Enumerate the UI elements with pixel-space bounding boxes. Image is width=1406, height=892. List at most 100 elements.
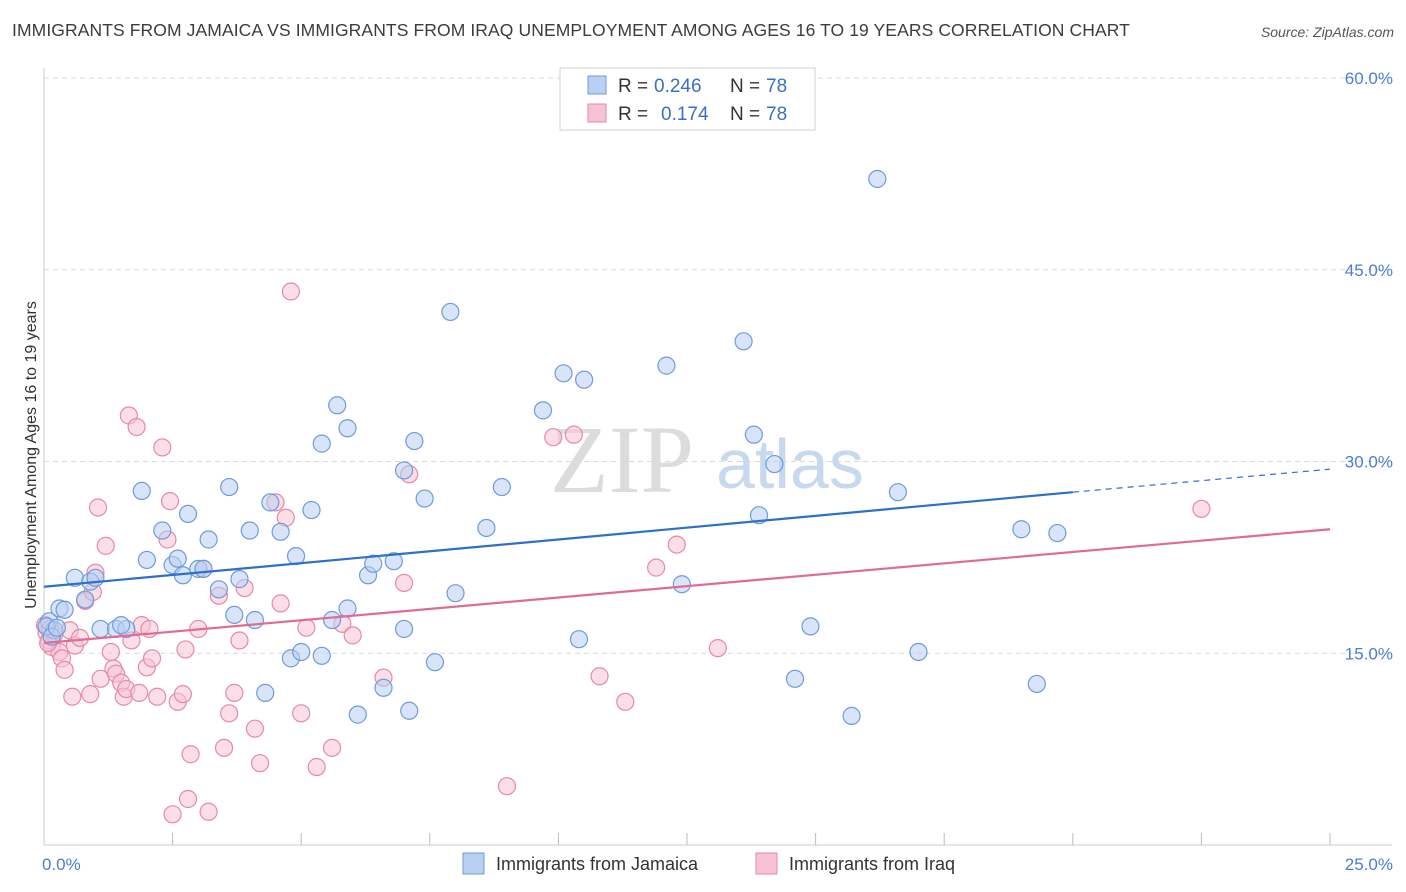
- iraq-point-38: [173, 685, 192, 704]
- trend-lines: [43, 468, 1331, 645]
- jamaica-point-11: [132, 481, 151, 501]
- jamaica-point-15: [168, 549, 187, 568]
- jamaica-point-22: [220, 477, 239, 497]
- legend-r-label-jamaica: R =: [618, 76, 648, 97]
- jamaica-point-17: [178, 504, 198, 524]
- jamaica-point-55: [533, 401, 553, 420]
- jamaica-point-33: [302, 500, 321, 520]
- bottom-legend-label-iraq: Immigrants from Iraq: [789, 854, 955, 874]
- jamaica-point-60: [672, 575, 691, 594]
- bottom-legend-label-jamaica: Immigrants from Jamaica: [496, 854, 699, 874]
- jamaica-point-46: [394, 619, 414, 639]
- jamaica-point-21: [209, 580, 228, 599]
- jamaica-point-65: [785, 669, 805, 688]
- iraq-point-44: [199, 802, 218, 821]
- iraq-trend-line: [43, 528, 1331, 645]
- iraq-point-66: [497, 777, 517, 796]
- jamaica-point-24: [230, 570, 249, 589]
- iraq-point-27: [130, 683, 149, 702]
- jamaica-point-47: [400, 701, 419, 720]
- jamaica-point-48: [405, 431, 424, 451]
- iraq-point-17: [96, 536, 115, 555]
- iraq-point-46: [214, 738, 234, 757]
- watermark-zip: ZIP: [550, 406, 694, 513]
- jamaica-point-64: [765, 454, 784, 474]
- y-tick-label-3: 60.0%: [1345, 69, 1393, 88]
- iraq-point-26: [127, 417, 146, 437]
- legend-r-value-iraq: 0.174: [661, 104, 709, 125]
- iraq-point-58: [297, 618, 316, 637]
- iraq-point-6: [55, 660, 74, 679]
- jamaica-point-71: [1012, 520, 1031, 539]
- jamaica-point-73: [1048, 523, 1067, 543]
- jamaica-point-38: [338, 599, 357, 618]
- iraq-point-51: [245, 719, 265, 738]
- jamaica-point-50: [425, 653, 445, 672]
- jamaica-point-29: [271, 522, 290, 541]
- jamaica-point-12: [137, 550, 156, 570]
- jamaica-point-62: [744, 425, 763, 444]
- bottom-legend-swatch-iraq: [755, 852, 778, 875]
- iraq-point-32: [148, 687, 167, 706]
- iraq-point-33: [153, 438, 172, 457]
- iraq-point-8: [63, 687, 82, 706]
- iraq-point-52: [250, 754, 270, 773]
- legend-top: R = 0.246 N = 78 R = 0.174 N = 78: [559, 67, 816, 131]
- iraq-point-54: [271, 594, 290, 613]
- jamaica-point-59: [657, 356, 676, 375]
- y-tick-label-1: 30.0%: [1345, 453, 1393, 472]
- iraq-point-57: [292, 704, 311, 723]
- jamaica-point-58: [575, 370, 594, 389]
- iraq-point-47: [220, 704, 239, 723]
- iraq-point-73: [708, 639, 727, 658]
- iraq-point-71: [647, 558, 666, 577]
- jamaica-point-3: [55, 600, 74, 619]
- jamaica-point-28: [261, 493, 280, 512]
- iraq-point-72: [667, 535, 686, 554]
- iraq-point-40: [178, 789, 198, 809]
- jamaica-point-37: [328, 396, 347, 415]
- jamaica-point-53: [477, 518, 496, 538]
- iraq-point-56: [281, 282, 301, 301]
- legend-swatch-jamaica: [587, 75, 607, 95]
- jamaica-point-25: [240, 521, 259, 540]
- iraq-point-49: [230, 631, 249, 650]
- jamaica-point-54: [492, 477, 511, 497]
- jamaica-point-49: [415, 489, 434, 508]
- series-iraq-points: [35, 282, 1211, 824]
- iraq-point-36: [163, 805, 182, 824]
- bottom-legend-swatch-jamaica: [462, 852, 485, 875]
- jamaica-point-34: [312, 434, 331, 453]
- iraq-point-12: [81, 685, 100, 704]
- y-axis-label: Unemployment Among Ages 16 to 19 years: [23, 301, 40, 609]
- jamaica-point-52: [446, 584, 465, 603]
- jamaica-point-8: [91, 619, 110, 639]
- legend-swatch-iraq: [587, 103, 607, 123]
- jamaica-point-61: [734, 332, 753, 351]
- legend-r-value-jamaica: 0.246: [654, 76, 702, 97]
- iraq-point-35: [160, 492, 180, 511]
- chart-title: IMMIGRANTS FROM JAMAICA VS IMMIGRANTS FR…: [12, 20, 1130, 40]
- iraq-point-59: [307, 757, 326, 777]
- jamaica-point-67: [842, 706, 861, 725]
- gridlines: [44, 77, 1392, 654]
- jamaica-point-23: [225, 605, 244, 625]
- jamaica-point-44: [384, 552, 403, 571]
- jamaica-point-36: [322, 610, 342, 630]
- jamaica-point-69: [888, 483, 908, 502]
- legend-n-value-iraq: 78: [766, 104, 787, 125]
- iraq-point-69: [590, 667, 609, 686]
- iraq-point-62: [343, 626, 362, 645]
- iraq-point-10: [70, 628, 90, 648]
- tick-labels: 15.0% 30.0% 45.0% 60.0% 0.0% 25.0%: [42, 69, 1393, 874]
- x-tick-label-1: 25.0%: [1345, 855, 1393, 874]
- iraq-point-31: [142, 649, 162, 668]
- y-tick-label-2: 45.0%: [1345, 261, 1393, 280]
- jamaica-point-43: [374, 678, 393, 697]
- jamaica-point-56: [554, 364, 573, 383]
- jamaica-point-57: [569, 630, 589, 649]
- legend-n-value-jamaica: 78: [766, 76, 787, 97]
- jamaica-point-77: [112, 616, 131, 635]
- legend-n-label-iraq: N =: [730, 104, 760, 125]
